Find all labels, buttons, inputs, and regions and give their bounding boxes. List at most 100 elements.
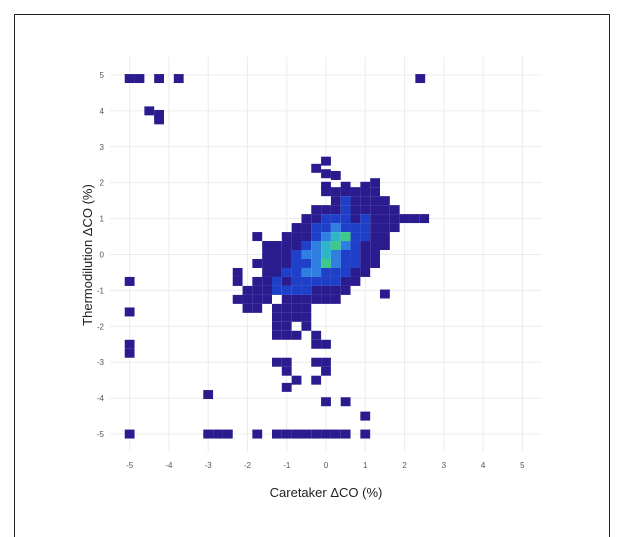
heatmap-cell — [291, 312, 302, 322]
heatmap-cell — [370, 232, 380, 242]
heatmap-cell — [262, 258, 272, 268]
heatmap-cell — [321, 357, 331, 367]
heatmap-cell — [321, 169, 331, 179]
heatmap-cell — [360, 429, 371, 439]
heatmap-cell — [370, 250, 380, 259]
heatmap-cell — [330, 196, 341, 206]
heatmap-cell — [321, 276, 331, 286]
heatmap-cell — [301, 276, 312, 286]
heatmap-cell — [360, 214, 371, 224]
heatmap-cell — [380, 289, 390, 299]
heatmap-cell — [350, 267, 361, 277]
heatmap-cell — [370, 205, 380, 215]
y-tick-label: 2 — [100, 179, 105, 188]
x-axis-label: Caretaker ΔCO (%) — [270, 485, 383, 500]
heatmap-cell — [321, 241, 331, 251]
heatmap-cell — [370, 178, 380, 188]
heatmap-cell — [232, 276, 243, 286]
heatmap-cell — [291, 267, 302, 277]
heatmap-cell — [272, 357, 282, 367]
heatmap-cell — [389, 205, 400, 215]
heatmap-cell — [301, 285, 312, 295]
heatmap-cell — [124, 348, 135, 358]
heatmap-cell — [321, 267, 331, 277]
heatmap-cell — [360, 196, 371, 206]
heatmap-cell — [124, 74, 135, 84]
heatmap-cell — [311, 241, 322, 251]
heatmap-cell — [173, 74, 184, 84]
heatmap-cell — [124, 429, 135, 439]
heatmap-cell — [350, 232, 361, 242]
heatmap-cell — [272, 276, 282, 286]
x-tick-label: 5 — [520, 461, 525, 470]
heatmap-cell — [252, 285, 263, 295]
x-tick-labels: -5 -4 -3 -2 -1 0 1 2 3 4 5 — [126, 461, 525, 470]
heatmap-cell — [301, 214, 312, 224]
heatmap-cell — [242, 285, 253, 295]
heatmap-cell — [360, 267, 371, 277]
heatmap-cell — [340, 267, 351, 277]
heatmap-cell — [330, 232, 341, 242]
heatmap-cell — [311, 250, 322, 259]
heatmap-cell — [321, 258, 331, 268]
heatmap-cell — [262, 241, 272, 251]
heatmap-cell — [311, 205, 322, 215]
heatmap-cell — [311, 163, 322, 173]
y-tick-label: -4 — [97, 394, 105, 403]
heatmap-cell — [350, 250, 361, 259]
heatmap-cell — [360, 258, 371, 268]
heatmap-cell — [232, 267, 243, 277]
y-tick-labels: -5 -4 -3 -2 -1 0 1 2 3 4 5 — [97, 71, 105, 439]
y-tick-label: -1 — [97, 286, 105, 295]
heatmap-cell — [330, 267, 341, 277]
x-tick-label: 2 — [402, 461, 407, 470]
x-tick-label: -4 — [165, 461, 173, 470]
heatmap-cell — [350, 214, 361, 224]
heatmap-cell — [272, 285, 282, 295]
heatmap-cell — [340, 205, 351, 215]
heatmap-cell — [311, 214, 322, 224]
heatmap-cell — [389, 223, 400, 233]
heatmap-cell — [350, 258, 361, 268]
heatmap-cell — [291, 285, 302, 295]
heatmap-cell — [380, 232, 390, 242]
heatmap-cell — [321, 156, 331, 166]
heatmap-cell — [144, 106, 155, 116]
heatmap-cell — [272, 321, 282, 331]
heatmap-cell — [321, 250, 331, 259]
heatmap-cell — [380, 241, 390, 251]
heatmap-cell — [389, 214, 400, 224]
heatmap-cell — [281, 330, 292, 340]
heatmap-cell — [311, 267, 322, 277]
heatmap-cell — [360, 223, 371, 233]
heatmap-cell — [291, 294, 302, 304]
heatmap-cell — [350, 241, 361, 251]
heatmap-cell — [272, 267, 282, 277]
heatmap-cells — [124, 74, 430, 439]
heatmap-cell — [311, 258, 322, 268]
heatmap-cell — [311, 276, 322, 286]
heatmap-cell — [321, 181, 331, 191]
heatmap-cell — [340, 258, 351, 268]
heatmap-cell — [242, 294, 253, 304]
heatmap-cell — [301, 258, 312, 268]
heatmap-cell — [272, 330, 282, 340]
heatmap-cell — [291, 241, 302, 251]
heatmap-cell — [203, 390, 214, 400]
heatmap-cell — [330, 276, 341, 286]
heatmap-cell — [291, 276, 302, 286]
x-tick-label: -2 — [244, 461, 252, 470]
heatmap-cell — [291, 250, 302, 259]
heatmap-cell — [370, 187, 380, 197]
heatmap-cell — [281, 258, 292, 268]
heatmap-cell — [321, 223, 331, 233]
heatmap-cell — [262, 294, 272, 304]
heatmap-cell — [252, 303, 263, 313]
heatmap-cell — [301, 232, 312, 242]
heatmap-cell — [360, 232, 371, 242]
heatmap-cell — [330, 241, 341, 251]
heatmap-cell — [281, 357, 292, 367]
heatmap-cell — [203, 429, 214, 439]
heatmap-cell — [340, 429, 351, 439]
heatmap-cell — [281, 366, 292, 376]
